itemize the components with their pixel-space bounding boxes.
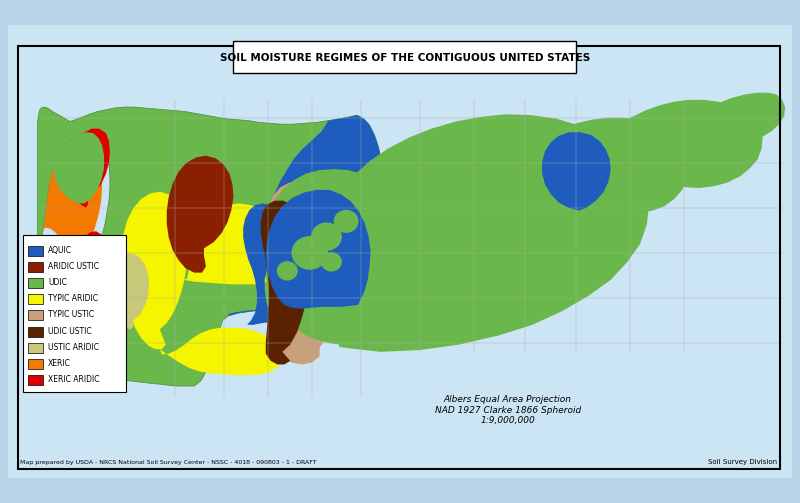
Text: AQUIC: AQUIC: [48, 245, 72, 255]
Text: XERIC ARIDIC: XERIC ARIDIC: [48, 375, 100, 384]
Polygon shape: [38, 107, 384, 386]
Text: TYPIC USTIC: TYPIC USTIC: [48, 310, 94, 319]
Polygon shape: [53, 132, 104, 203]
Text: SOIL MOISTURE REGIMES OF THE CONTIGUOUS UNITED STATES: SOIL MOISTURE REGIMES OF THE CONTIGUOUS …: [220, 52, 590, 62]
Bar: [27, 294, 43, 304]
Polygon shape: [318, 114, 649, 352]
Text: ARIDIC USTIC: ARIDIC USTIC: [48, 262, 99, 271]
Polygon shape: [261, 201, 309, 365]
Polygon shape: [261, 169, 412, 348]
Circle shape: [322, 253, 341, 271]
Polygon shape: [166, 155, 234, 273]
Polygon shape: [670, 93, 785, 147]
Circle shape: [278, 262, 297, 280]
Bar: [27, 343, 43, 353]
Circle shape: [292, 236, 327, 269]
Polygon shape: [266, 190, 370, 309]
Text: TYPIC ARIDIC: TYPIC ARIDIC: [48, 294, 98, 303]
Polygon shape: [478, 161, 584, 218]
Bar: [27, 359, 43, 369]
Text: Soil Survey Division: Soil Survey Division: [708, 459, 778, 465]
Bar: [27, 310, 43, 320]
Bar: [27, 262, 43, 272]
Polygon shape: [268, 181, 338, 365]
Polygon shape: [243, 203, 282, 325]
Polygon shape: [229, 115, 384, 316]
Text: UDIC USTIC: UDIC USTIC: [48, 326, 92, 336]
Polygon shape: [547, 118, 689, 213]
Bar: [22, 235, 126, 392]
Polygon shape: [50, 246, 81, 300]
Polygon shape: [104, 253, 149, 329]
Polygon shape: [542, 132, 610, 211]
Text: USTIC ARIDIC: USTIC ARIDIC: [48, 343, 99, 352]
Polygon shape: [160, 327, 281, 375]
Polygon shape: [74, 231, 114, 336]
Text: Albers Equal Area Projection
NAD 1927 Clarke 1866 Spheroid
1:9,000,000: Albers Equal Area Projection NAD 1927 Cl…: [434, 395, 581, 425]
Polygon shape: [69, 129, 110, 208]
Polygon shape: [121, 192, 187, 349]
Bar: [27, 326, 43, 337]
Text: UDIC: UDIC: [48, 278, 67, 287]
Circle shape: [312, 223, 341, 250]
Bar: [27, 375, 43, 385]
Polygon shape: [184, 203, 281, 284]
Circle shape: [334, 211, 358, 232]
Bar: [27, 245, 43, 256]
Bar: [27, 278, 43, 288]
Polygon shape: [616, 100, 762, 188]
Text: Map prepared by USDA - NRCS National Soil Survey Center - NSSC - 4018 - 090803 -: Map prepared by USDA - NRCS National Soi…: [20, 460, 316, 465]
Polygon shape: [486, 130, 594, 194]
Polygon shape: [42, 132, 102, 370]
Bar: [234, 41, 576, 73]
Polygon shape: [430, 152, 478, 183]
Text: XERIC: XERIC: [48, 359, 71, 368]
